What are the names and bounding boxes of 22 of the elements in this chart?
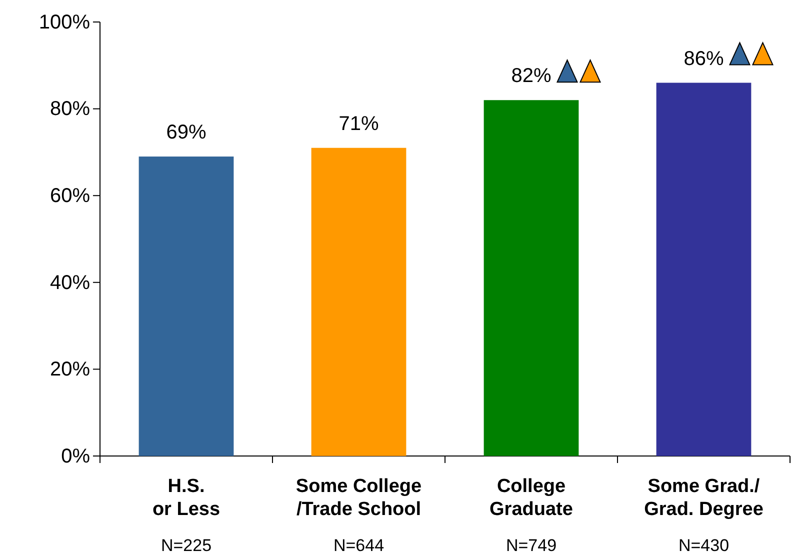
text: N=644 [333,536,384,554]
y-tick-label: 20% [50,358,90,381]
y-tick-label: 0% [61,445,90,468]
data-label: 82% [511,65,552,88]
bar [138,156,234,456]
bar [311,148,406,456]
y-tick-label: 80% [50,98,90,120]
data-label: 86% [684,48,724,70]
text: N=225 [160,536,212,554]
data-label: 69% [166,122,206,144]
y-tick-label: 100% [38,11,90,34]
x-tick-label: Some Grad./ Grad. Degree [644,476,764,520]
text: N=430 [678,536,730,554]
x-tick-label: Some College /Trade School [296,476,422,520]
y-tick-label: 40% [50,272,90,294]
data-label: 71% [338,112,379,135]
text: N=749 [506,536,557,554]
bar [484,100,579,456]
x-tick-label: College Graduate [490,476,573,520]
bar [656,82,752,456]
x-tick-label: H.S. or Less [152,476,220,520]
y-tick-label: 60% [50,185,90,207]
